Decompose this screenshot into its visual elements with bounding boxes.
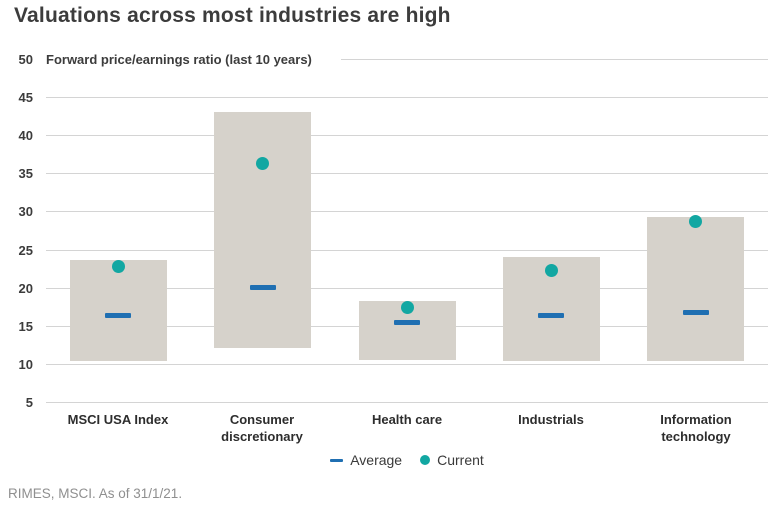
current-marker: [689, 215, 702, 228]
range-bar: [647, 217, 744, 361]
y-tick-label: 5: [25, 395, 33, 410]
category-label: Health care: [371, 412, 443, 427]
average-marker: [394, 320, 420, 325]
y-tick-label: 30: [18, 204, 33, 219]
current-marker: [545, 264, 558, 277]
gridline: [46, 288, 768, 289]
y-tick-label: 35: [18, 166, 33, 181]
gridline: [341, 59, 768, 60]
category-label: MSCI USA Index: [67, 412, 169, 427]
legend: Average Current: [46, 452, 768, 468]
gridline: [46, 364, 768, 365]
y-tick-label: 25: [18, 243, 33, 258]
range-bar: [214, 112, 311, 348]
source-note: RIMES, MSCI. As of 31/1/21.: [8, 486, 183, 501]
gridline: [46, 97, 768, 98]
gridline: [46, 250, 768, 251]
y-tick-label: 10: [18, 357, 33, 372]
gridline: [46, 402, 768, 403]
average-marker: [538, 313, 564, 318]
range-bar: [70, 260, 167, 361]
legend-label: Current: [437, 452, 484, 468]
gridline: [46, 135, 768, 136]
y-axis-title: Forward price/earnings ratio (last 10 ye…: [46, 52, 316, 67]
category-label: Consumer discretionary: [221, 412, 303, 444]
y-tick-label: 50: [18, 52, 33, 67]
legend-item-average: Average: [330, 452, 402, 468]
chart-title: Valuations across most industries are hi…: [14, 4, 451, 27]
current-dot-icon: [420, 455, 431, 465]
category-label: Information technology: [660, 412, 732, 444]
category-label: Industrials: [518, 412, 584, 427]
average-marker: [683, 310, 709, 315]
current-marker: [401, 301, 414, 314]
y-tick-label: 45: [18, 90, 33, 105]
gridline: [46, 211, 768, 212]
current-marker: [112, 260, 125, 273]
y-tick-label: 20: [18, 281, 33, 296]
average-marker: [250, 285, 276, 290]
current-marker: [256, 157, 269, 170]
average-marker: [105, 313, 131, 318]
y-tick-label: 15: [18, 319, 33, 334]
y-tick-label: 40: [18, 128, 33, 143]
gridline: [46, 173, 768, 174]
legend-item-current: Current: [420, 452, 484, 468]
average-dash-icon: [330, 458, 344, 462]
legend-label: Average: [350, 452, 403, 468]
